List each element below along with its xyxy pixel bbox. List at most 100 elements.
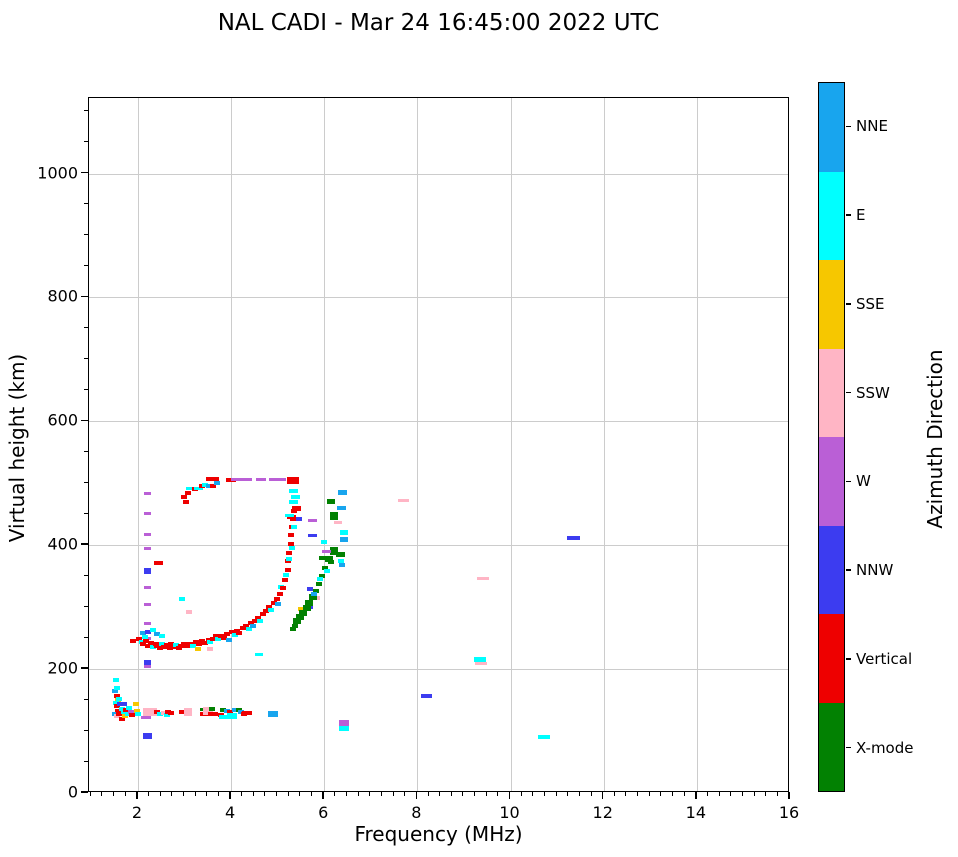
x-minor-tick — [287, 792, 289, 796]
y-minor-tick — [84, 605, 88, 607]
colorbar-tick — [846, 569, 851, 571]
x-minor-tick — [753, 792, 755, 796]
y-minor-tick — [84, 729, 88, 731]
data-point — [152, 641, 159, 646]
x-tick-label: 8 — [411, 803, 422, 822]
x-minor-tick — [532, 792, 534, 796]
x-minor-tick — [182, 792, 184, 796]
x-minor-tick — [124, 792, 126, 796]
data-point — [122, 714, 129, 719]
x-tick-label: 2 — [131, 803, 142, 822]
data-point — [566, 535, 580, 540]
data-point — [202, 641, 209, 646]
data-point — [125, 705, 132, 710]
y-tick-label: 200 — [47, 658, 78, 678]
data-point — [143, 665, 151, 669]
data-point — [318, 555, 325, 560]
y-major-tick — [81, 419, 88, 422]
x-major-tick — [229, 792, 231, 799]
data-point — [397, 499, 409, 503]
colorbar-tick — [846, 658, 851, 660]
chart-title: NAL CADI - Mar 24 16:45:00 2022 UTC — [217, 10, 660, 36]
azimuth-colorbar — [818, 82, 845, 792]
y-minor-tick — [84, 636, 88, 638]
data-point — [302, 604, 311, 611]
data-point — [208, 711, 219, 716]
y-axis-label: Virtual height (km) — [5, 353, 29, 543]
data-point — [322, 566, 329, 571]
y-minor-tick — [84, 357, 88, 359]
data-point — [159, 642, 166, 647]
data-point — [266, 605, 273, 610]
data-point — [289, 626, 296, 631]
x-minor-tick — [101, 792, 103, 796]
colorbar-segment-w — [819, 437, 844, 526]
data-point — [293, 617, 302, 624]
data-point — [185, 487, 195, 491]
data-point — [334, 520, 343, 524]
data-point — [339, 530, 348, 536]
x-minor-tick — [206, 792, 208, 796]
data-point — [287, 541, 294, 546]
data-point — [284, 568, 291, 572]
colorbar-label: NNW — [856, 561, 894, 580]
data-point — [284, 559, 291, 564]
data-point — [217, 633, 224, 638]
x-minor-tick — [555, 792, 557, 796]
x-minor-tick — [311, 792, 313, 796]
y-minor-tick — [84, 450, 88, 452]
colorbar-label: SSE — [856, 294, 885, 313]
x-minor-tick — [776, 792, 778, 796]
data-point — [132, 702, 139, 707]
data-point — [255, 615, 262, 620]
data-point — [323, 569, 330, 574]
data-point — [165, 709, 172, 714]
y-minor-tick — [84, 234, 88, 235]
data-point — [289, 489, 299, 494]
data-point — [314, 595, 321, 600]
data-point — [214, 480, 221, 485]
data-point — [135, 637, 142, 642]
data-point — [221, 635, 228, 640]
data-point — [118, 706, 125, 711]
data-point — [143, 492, 151, 496]
data-point — [143, 568, 151, 575]
colorbar-label: NNE — [856, 117, 888, 136]
x-minor-tick — [660, 792, 662, 796]
data-point — [207, 640, 214, 645]
data-point — [141, 715, 152, 719]
colorbar-segment-x-mode — [819, 702, 844, 791]
data-point — [202, 483, 209, 488]
data-point — [217, 712, 224, 717]
data-point — [289, 500, 299, 505]
y-minor-tick — [84, 388, 88, 390]
x-gridline — [324, 98, 326, 791]
data-point — [142, 733, 152, 739]
data-point — [145, 629, 152, 634]
data-point — [291, 506, 301, 512]
data-point — [133, 708, 140, 713]
x-minor-tick — [590, 792, 592, 796]
x-minor-tick — [148, 792, 150, 796]
data-point — [307, 586, 314, 591]
data-point — [259, 611, 266, 616]
data-point — [267, 607, 274, 612]
data-point — [317, 577, 324, 582]
y-minor-tick — [84, 141, 88, 143]
x-minor-tick — [578, 792, 580, 796]
data-point — [112, 678, 119, 683]
data-point — [202, 707, 213, 716]
data-point — [117, 701, 124, 706]
x-minor-tick — [672, 792, 674, 796]
data-point — [183, 644, 190, 649]
x-gridline — [510, 98, 512, 791]
x-minor-tick — [113, 792, 115, 796]
data-point — [143, 603, 151, 607]
data-point — [149, 628, 156, 633]
data-point — [328, 559, 335, 564]
data-point — [184, 708, 193, 717]
data-point — [315, 582, 322, 587]
x-minor-tick — [252, 792, 254, 796]
data-point — [116, 712, 123, 717]
x-minor-tick — [404, 792, 406, 796]
